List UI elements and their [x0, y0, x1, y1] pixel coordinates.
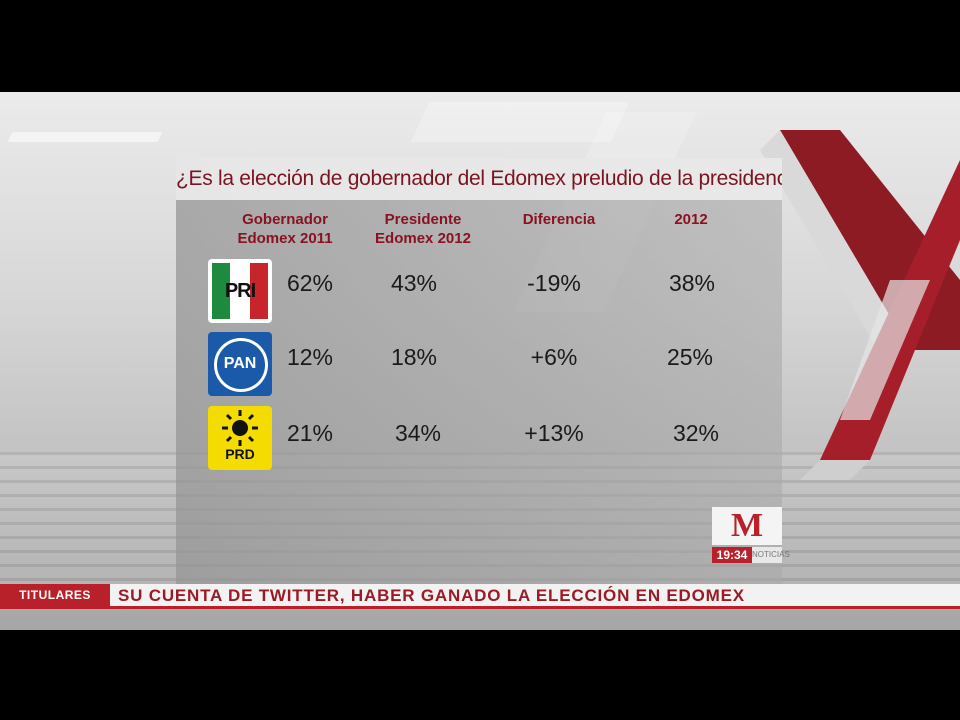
prd-logo-icon: PRD: [208, 406, 272, 470]
value-cell: 25%: [666, 344, 714, 370]
panel-title: ¿Es la elección de gobernador del Edomex…: [176, 158, 782, 200]
value-cell: 21%: [286, 420, 334, 446]
column-header-line: Edomex 2012: [375, 230, 471, 247]
value-cell: 34%: [394, 420, 442, 446]
value-cell: 38%: [668, 270, 716, 296]
value-cell: +13%: [524, 420, 584, 446]
channel-logo-text: M: [730, 507, 764, 544]
value-cell: +6%: [530, 344, 578, 370]
value-cell: 62%: [286, 270, 334, 296]
column-header-line: Presidente: [384, 211, 462, 228]
pri-logo-icon: PRI: [208, 259, 272, 323]
ticker-label: TITULARES: [0, 584, 110, 606]
value-cell: 32%: [672, 420, 720, 446]
news-ticker: TITULARES SU CUENTA DE TWITTER, HABER GA…: [0, 584, 960, 606]
column-header-line: Edomex 2011: [237, 230, 333, 247]
x-graphic: [760, 130, 960, 480]
ticker-text: SU CUENTA DE TWITTER, HABER GANADO LA EL…: [118, 586, 745, 605]
table-row-pri: PRI 62% 43% -19% 38%: [176, 256, 782, 326]
pri-logo-text: PRI: [224, 280, 256, 302]
clock: 19:34: [712, 547, 752, 563]
table-row-pan: PAN 12% 18% +6% 25%: [176, 330, 782, 400]
prd-logo-text: PRD: [225, 446, 255, 462]
results-panel: ¿Es la elección de gobernador del Edomex…: [176, 158, 782, 596]
broadcast-frame: ¿Es la elección de gobernador del Edomex…: [0, 92, 960, 630]
value-cell: 43%: [390, 270, 438, 296]
column-header: Diferencia: [484, 210, 634, 229]
column-header-line: 2012: [674, 211, 708, 228]
ticker-underline: [0, 606, 960, 609]
table-row-prd: PRD 21% 34% +13% 32%: [176, 406, 782, 476]
column-header: 2012: [616, 210, 766, 229]
channel-logo: M: [712, 507, 782, 545]
value-cell: 12%: [286, 344, 334, 370]
channel-sub: NOTICIAS: [752, 547, 790, 563]
value-cell: -19%: [527, 270, 581, 296]
column-header-line: Diferencia: [522, 211, 596, 228]
column-header: Presidente Edomex 2012: [348, 210, 498, 248]
bg-streak: [7, 132, 163, 142]
sun-icon: [222, 410, 258, 446]
column-header: Gobernador Edomex 2011: [210, 210, 360, 248]
pan-logo-icon: PAN: [208, 332, 272, 396]
value-cell: 18%: [390, 344, 438, 370]
column-header-line: Gobernador: [242, 211, 328, 228]
pan-logo-text: PAN: [223, 355, 257, 372]
